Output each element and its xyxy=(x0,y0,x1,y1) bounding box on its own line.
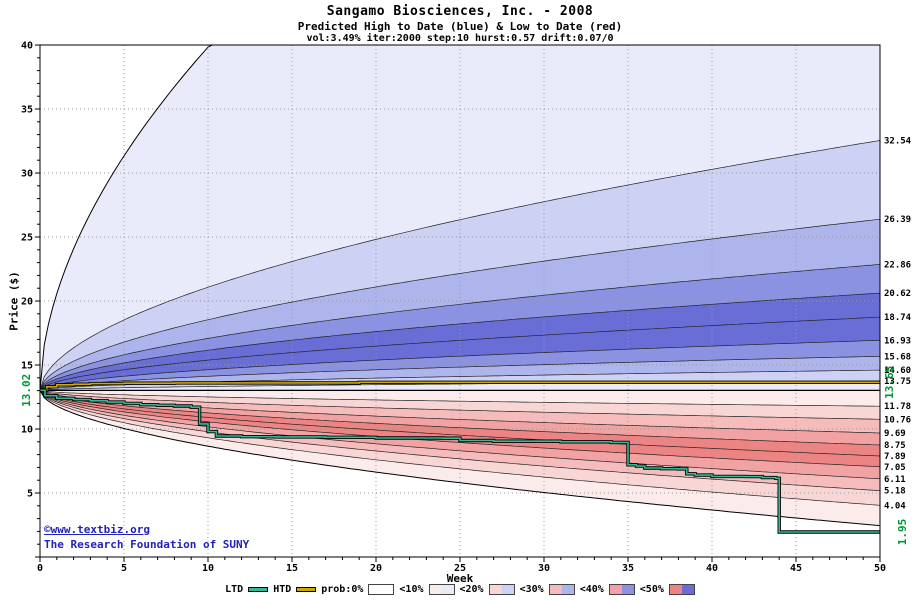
legend-prob-label-5: <50% xyxy=(639,584,664,595)
svg-text:11.78: 11.78 xyxy=(884,402,911,412)
ltd-final-label: 1.95 xyxy=(896,519,909,546)
svg-text:15: 15 xyxy=(286,563,298,574)
svg-text:45: 45 xyxy=(790,563,802,574)
legend-ltd-label: LTD xyxy=(225,584,244,595)
svg-text:9.69: 9.69 xyxy=(884,429,906,439)
legend-prob-swatch-0 xyxy=(368,584,395,595)
svg-text:5.18: 5.18 xyxy=(884,487,906,497)
chart-title: Sangamo Biosciences, Inc. - 2008 xyxy=(326,4,594,19)
svg-text:20: 20 xyxy=(370,563,382,574)
svg-text:6.11: 6.11 xyxy=(884,475,906,485)
svg-text:22.86: 22.86 xyxy=(884,260,911,270)
axes: 0 5 10 15 20 25 30 35 40 45 50 5 10 15 20 25 30 35 40 xyxy=(21,41,886,575)
svg-text:5: 5 xyxy=(27,489,33,500)
legend-ltd-swatch xyxy=(248,587,269,592)
legend-htd-swatch xyxy=(296,587,317,592)
svg-text:26.39: 26.39 xyxy=(884,215,911,225)
watermark-org: The Research Foundation of SUNY xyxy=(44,538,250,551)
svg-text:40: 40 xyxy=(21,41,33,52)
svg-text:32.54: 32.54 xyxy=(884,136,912,146)
svg-text:15: 15 xyxy=(21,361,33,372)
svg-text:0: 0 xyxy=(37,563,43,574)
svg-text:13.75: 13.75 xyxy=(884,377,911,387)
watermark-link[interactable]: ©www.textbiz.org xyxy=(44,523,150,536)
svg-text:10.76: 10.76 xyxy=(884,415,911,425)
title-block: Sangamo Biosciences, Inc. - 2008 Predict… xyxy=(0,4,920,45)
legend-prob-swatch-2 xyxy=(488,584,515,595)
svg-text:40: 40 xyxy=(706,563,718,574)
legend-prob-swatch-1 xyxy=(428,584,455,595)
svg-text:14.60: 14.60 xyxy=(884,366,911,376)
low-envelope-line xyxy=(39,390,881,527)
svg-text:50: 50 xyxy=(874,563,886,574)
svg-text:5: 5 xyxy=(121,563,127,574)
svg-text:7.05: 7.05 xyxy=(884,463,906,473)
legend-htd-label: HTD xyxy=(273,584,292,595)
grid-lines xyxy=(40,45,880,557)
svg-text:18.74: 18.74 xyxy=(884,313,912,323)
x-axis-label: Week xyxy=(446,572,474,585)
legend-prob-label-4: <40% xyxy=(579,584,604,595)
htd-line xyxy=(40,381,880,392)
right-boundary-labels: 32.54 26.39 22.86 20.62 18.74 16.93 15.68 14.60… xyxy=(884,136,912,511)
svg-text:4.04: 4.04 xyxy=(884,501,906,511)
svg-text:30: 30 xyxy=(21,169,33,180)
y-axis-label: Price ($) xyxy=(7,271,21,331)
htd-final-label: 13.65 xyxy=(883,366,896,399)
svg-text:20: 20 xyxy=(21,297,33,308)
svg-text:25: 25 xyxy=(21,233,33,244)
chart-params: vol:3.49% iter:2000 step:10 hurst:0.57 d… xyxy=(306,32,614,44)
svg-text:10: 10 xyxy=(21,425,33,436)
data-lines xyxy=(40,380,880,534)
svg-text:15.68: 15.68 xyxy=(884,352,911,362)
svg-text:35: 35 xyxy=(21,105,33,116)
legend-prob-label-0: prob:0% xyxy=(321,584,364,595)
svg-text:30: 30 xyxy=(538,563,550,574)
legend-prob-swatch-5 xyxy=(668,584,695,595)
svg-text:35: 35 xyxy=(622,563,634,574)
legend: LTD HTD prob:0% <10% <20% <30% <40% <50% xyxy=(0,584,920,595)
ltd-line xyxy=(40,389,880,533)
legend-prob-label-1: <10% xyxy=(399,584,424,595)
svg-text:8.75: 8.75 xyxy=(884,441,906,451)
legend-prob-swatch-3 xyxy=(548,584,575,595)
chart-subtitle: Predicted High to Date (blue) & Low to D… xyxy=(297,19,623,33)
start-price-label: 13.02 xyxy=(20,374,33,407)
svg-text:10: 10 xyxy=(202,563,214,574)
svg-text:20.62: 20.62 xyxy=(884,289,911,299)
legend-prob-label-2: <20% xyxy=(459,584,484,595)
svg-text:7.89: 7.89 xyxy=(884,452,906,462)
legend-prob-label-3: <30% xyxy=(519,584,544,595)
svg-text:25: 25 xyxy=(454,563,466,574)
annotation-labels: 13.02 13.65 1.95 xyxy=(20,366,909,546)
legend-probability-items: prob:0% <10% <20% <30% <40% <50% xyxy=(321,584,695,595)
svg-text:16.93: 16.93 xyxy=(884,336,911,346)
legend-prob-swatch-4 xyxy=(608,584,635,595)
